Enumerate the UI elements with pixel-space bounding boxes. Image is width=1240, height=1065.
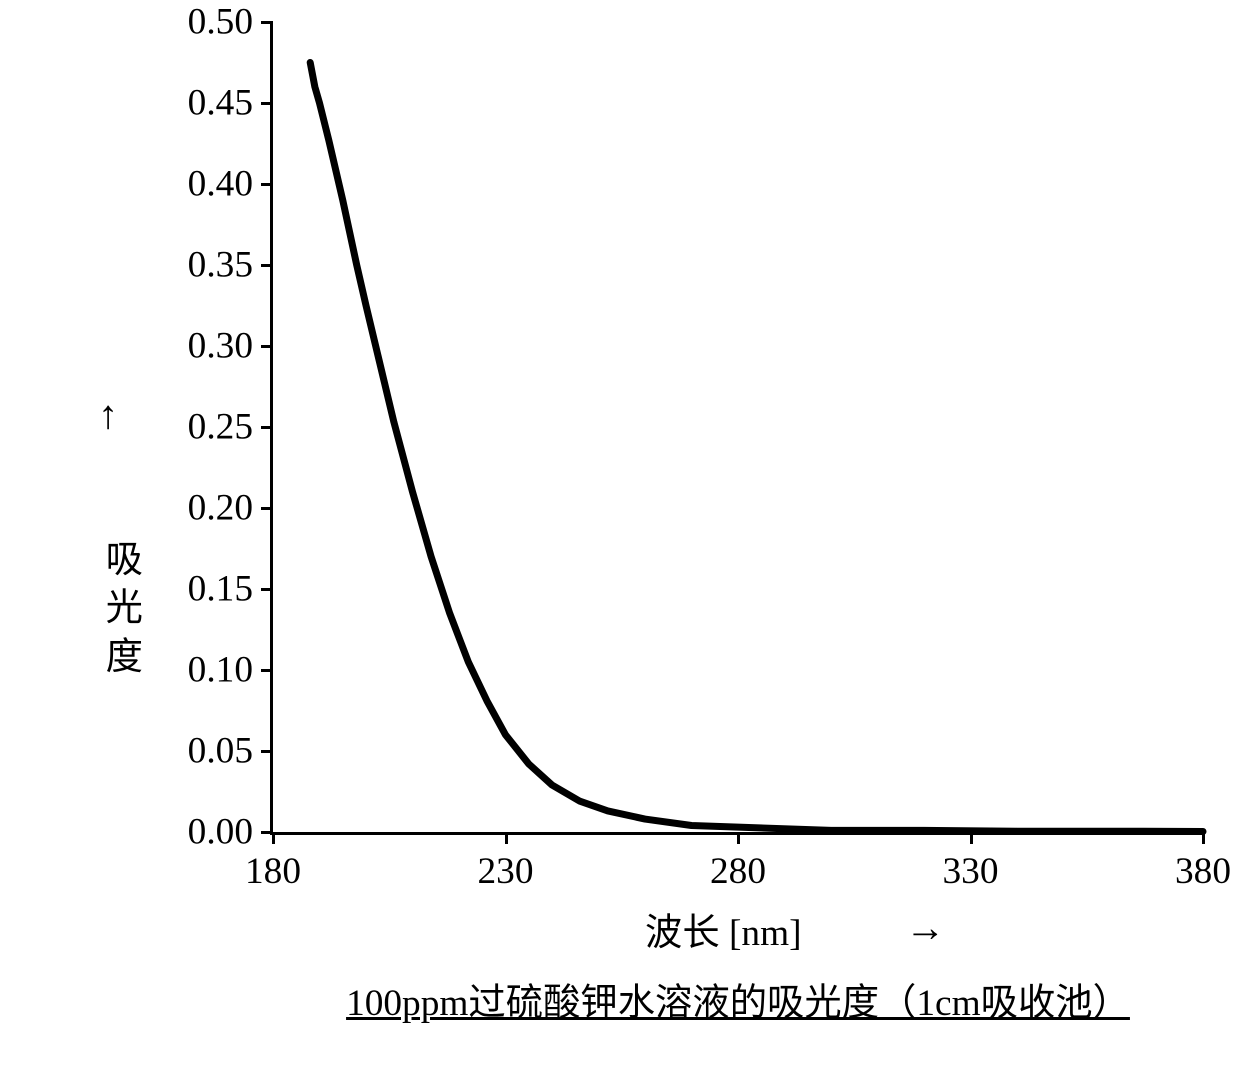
y-axis-arrow: ↑	[98, 391, 118, 438]
y-tick	[261, 345, 273, 348]
y-tick-label: 0.15	[188, 568, 253, 611]
y-tick	[261, 669, 273, 672]
y-tick	[261, 750, 273, 753]
y-tick	[261, 102, 273, 105]
y-tick	[261, 426, 273, 429]
x-tick-label: 380	[1175, 850, 1231, 893]
x-tick	[505, 832, 508, 844]
y-tick-label: 0.05	[188, 730, 253, 773]
y-tick	[261, 588, 273, 591]
y-axis-label: 吸光度	[106, 537, 143, 683]
x-axis-label: 波长 [nm]	[645, 902, 802, 956]
y-tick-label: 0.30	[188, 325, 253, 368]
line-series	[273, 22, 1203, 832]
x-tick-label: 230	[478, 850, 534, 893]
x-tick-label: 180	[245, 850, 301, 893]
y-tick-label: 0.25	[188, 406, 253, 449]
y-tick	[261, 264, 273, 267]
x-tick	[1202, 832, 1205, 844]
y-tick	[261, 183, 273, 186]
y-tick-label: 0.10	[188, 649, 253, 692]
x-tick	[970, 832, 973, 844]
y-tick-label: 0.45	[188, 82, 253, 125]
x-tick	[272, 832, 275, 844]
y-tick-label: 0.35	[188, 244, 253, 287]
y-tick	[261, 21, 273, 24]
x-tick-label: 280	[710, 850, 766, 893]
y-tick-label: 0.00	[188, 811, 253, 854]
y-tick-label: 0.20	[188, 487, 253, 530]
x-tick-label: 330	[943, 850, 999, 893]
figure-container: ↑ 吸光度 波长 [nm] → 100ppm过硫酸钾水溶液的吸光度（1cm吸收池…	[0, 0, 1240, 1065]
y-tick	[261, 507, 273, 510]
y-tick-label: 0.50	[188, 1, 253, 44]
x-tick	[737, 832, 740, 844]
y-tick-label: 0.40	[188, 163, 253, 206]
chart-caption: 100ppm过硫酸钾水溶液的吸光度（1cm吸收池）	[346, 972, 1130, 1026]
plot-area: ↑ 吸光度 波长 [nm] → 100ppm过硫酸钾水溶液的吸光度（1cm吸收池…	[270, 22, 1203, 835]
x-axis-arrow: →	[905, 904, 945, 951]
